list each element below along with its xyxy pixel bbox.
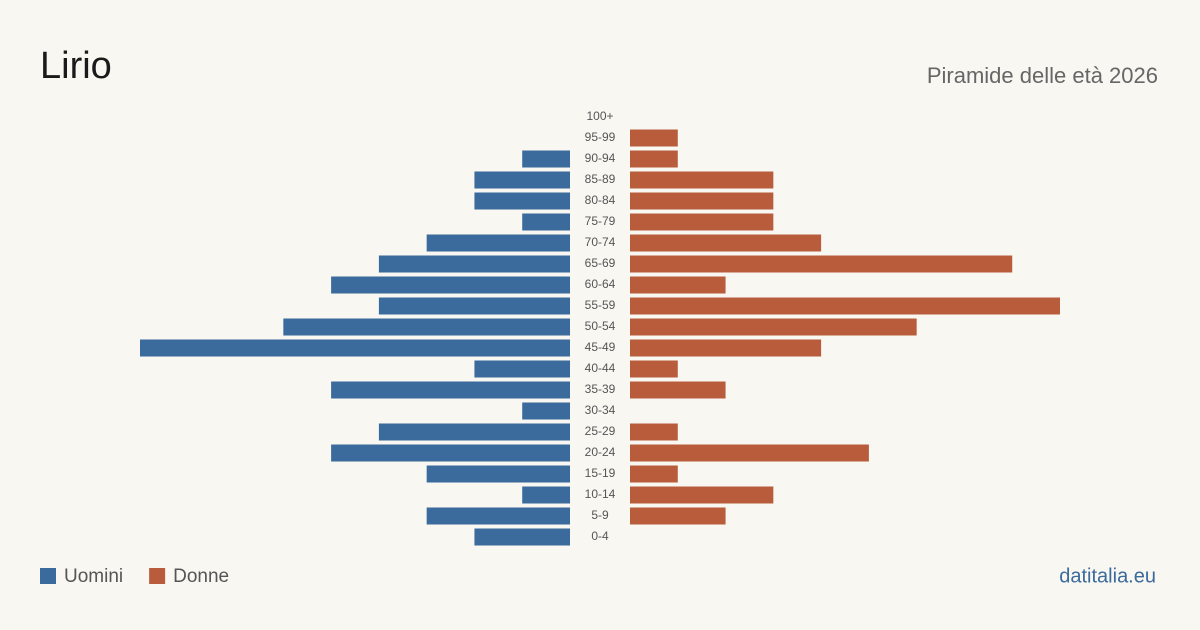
bar	[331, 444, 570, 462]
category-label: 35-39	[585, 382, 616, 396]
bar	[630, 360, 678, 378]
category-label: 70-74	[585, 235, 616, 249]
bar	[630, 486, 774, 504]
bar	[426, 507, 570, 525]
bar	[630, 465, 678, 483]
source: datitalia.eu	[1059, 565, 1156, 587]
legend-label: Donne	[173, 566, 229, 587]
category-label: 100+	[586, 109, 613, 123]
bar	[426, 465, 570, 483]
category-label: 55-59	[585, 298, 616, 312]
category-label: 10-14	[585, 487, 616, 501]
bar	[630, 171, 774, 189]
bar	[630, 129, 678, 147]
category-label: 85-89	[585, 172, 616, 186]
bar	[474, 171, 570, 189]
bar	[378, 297, 570, 315]
bar	[630, 381, 726, 399]
bar	[522, 402, 570, 420]
category-label: 45-49	[585, 340, 616, 354]
bar	[474, 192, 570, 210]
bar	[630, 297, 1060, 315]
bar	[378, 255, 570, 273]
bar	[331, 276, 570, 294]
bar	[474, 360, 570, 378]
category-label: 25-29	[585, 424, 616, 438]
category-label: 95-99	[585, 130, 616, 144]
category-label: 60-64	[585, 277, 616, 291]
bar	[474, 528, 570, 546]
legend-swatch	[149, 568, 166, 584]
bar	[522, 213, 570, 231]
bar	[630, 192, 774, 210]
bar	[140, 339, 570, 357]
category-label: 0-4	[591, 529, 609, 543]
category-label: 75-79	[585, 214, 616, 228]
bar	[630, 507, 726, 525]
bar	[522, 486, 570, 504]
bar	[630, 339, 822, 357]
bar	[630, 423, 678, 441]
bar	[630, 234, 822, 252]
category-label: 40-44	[585, 361, 616, 375]
category-label: 50-54	[585, 319, 616, 333]
category-label: 20-24	[585, 445, 616, 459]
bar	[630, 318, 917, 336]
bar	[283, 318, 570, 336]
category-label: 15-19	[585, 466, 616, 480]
bar	[630, 444, 869, 462]
category-label: 5-9	[591, 508, 609, 522]
category-label: 30-34	[585, 403, 616, 417]
category-label: 65-69	[585, 256, 616, 270]
category-label: 90-94	[585, 151, 616, 165]
chart-title: Lirio	[40, 45, 112, 87]
bar	[522, 150, 570, 168]
bar	[630, 150, 678, 168]
bar	[426, 234, 570, 252]
bar	[630, 213, 774, 231]
bar	[378, 423, 570, 441]
bar	[630, 255, 1013, 273]
legend-swatch	[40, 568, 56, 584]
chart-subtitle: Piramide delle età 2026	[927, 63, 1158, 88]
bar	[331, 381, 570, 399]
bar	[630, 276, 726, 294]
category-label: 80-84	[585, 193, 616, 207]
legend-label: Uomini	[64, 566, 123, 587]
